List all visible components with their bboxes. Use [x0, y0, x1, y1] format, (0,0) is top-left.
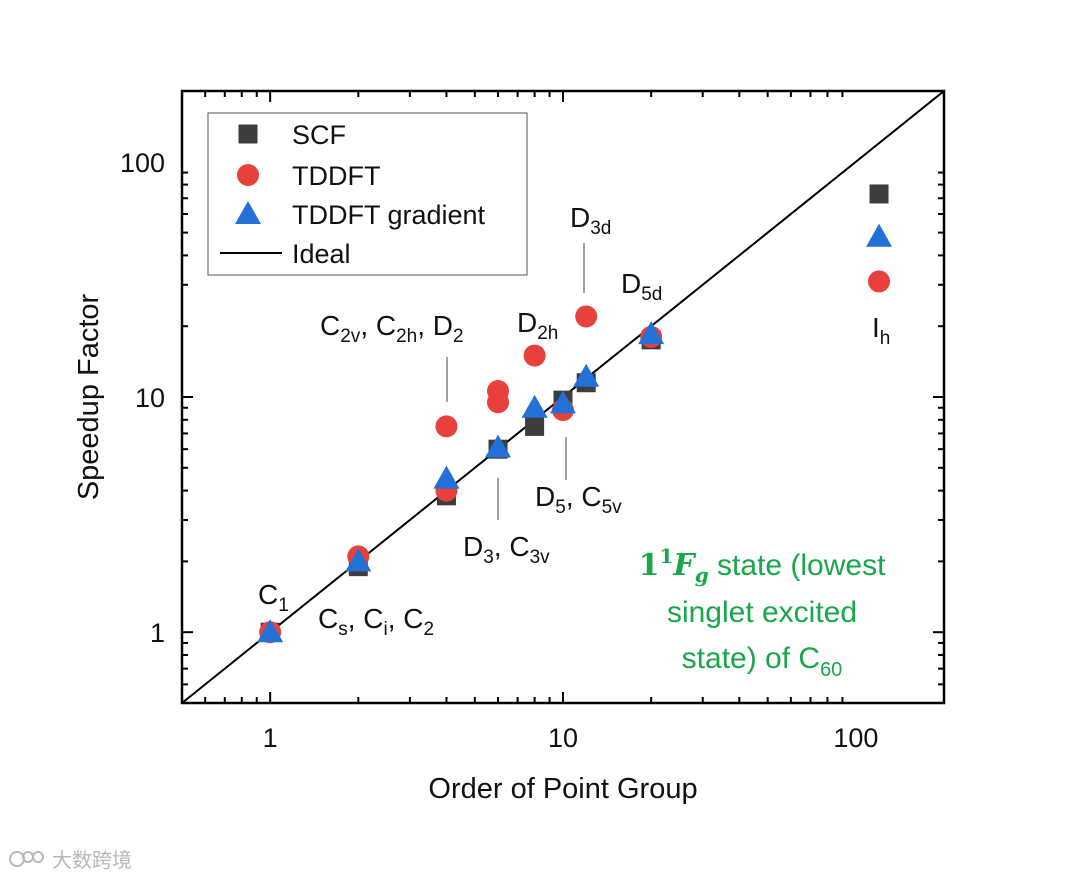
- legend-label: TDDFT: [292, 161, 380, 191]
- legend-label: SCF: [292, 120, 346, 150]
- state-note-line3: state) of C60: [682, 642, 843, 681]
- square-point: [869, 184, 889, 204]
- annotation-d3: D3, C3v: [463, 531, 550, 568]
- legend-label: Ideal: [292, 239, 351, 269]
- circle-point: [435, 415, 458, 438]
- legend: SCF TDDFT TDDFT gradient Ideal: [207, 112, 528, 276]
- triangle-point: [257, 619, 284, 643]
- state-note-line2: singlet excited: [667, 596, 857, 629]
- point-group-annotations: C1 Cs, Ci, C2 C2v, C2h, D2 D3, C3v D2h D5, C5…: [258, 202, 890, 640]
- triangle-point: [345, 548, 372, 572]
- triangle-point: [573, 363, 600, 387]
- triangle-point: [638, 321, 665, 345]
- annotation-leaders: [446, 243, 585, 520]
- legend-square-swatch: [238, 124, 258, 144]
- y-tick-label: 100: [120, 148, 165, 178]
- triangle-point: [433, 465, 460, 489]
- watermark: 大数跨境: [8, 844, 132, 873]
- annotation-d3d: D3d: [570, 202, 611, 239]
- legend-label: TDDFT gradient: [292, 200, 486, 230]
- state-note-line1: 11Fg state (lowest: [639, 544, 886, 587]
- legend-triangle-swatch: [235, 201, 261, 224]
- circle-point: [523, 344, 546, 367]
- x-tick-label: 100: [833, 723, 878, 753]
- x-tick-label: 10: [548, 723, 578, 753]
- y-axis-label: Speedup Factor: [73, 293, 105, 500]
- annotation-d5: D5, C5v: [535, 481, 622, 518]
- circle-point: [575, 305, 598, 328]
- x-tick-label: 1: [263, 723, 278, 753]
- legend-circle-swatch: [237, 164, 259, 186]
- annotation-cs: Cs, Ci, C2: [318, 603, 434, 640]
- axis-ticks: 1 10 100 1 10 100: [120, 91, 944, 753]
- triangle-point: [485, 434, 512, 458]
- circle-point: [487, 380, 510, 403]
- legend-box: [207, 112, 528, 276]
- data-markers: [257, 184, 893, 644]
- triangle-point: [521, 394, 548, 418]
- x-axis-label: Order of Point Group: [428, 773, 697, 805]
- y-tick-label: 10: [135, 383, 165, 413]
- watermark-logo-icon: [9, 850, 44, 867]
- triangle-point: [550, 390, 576, 414]
- circle-point: [868, 270, 891, 293]
- square-point: [525, 416, 545, 436]
- annotation-d5d: D5d: [621, 268, 662, 305]
- annotation-c2v: C2v, C2h, D2: [320, 310, 464, 347]
- annotation-c1: C1: [258, 579, 289, 616]
- triangle-point: [866, 223, 893, 247]
- watermark-text: 大数跨境: [52, 848, 132, 872]
- y-tick-label: 1: [150, 618, 165, 648]
- annotation-d2h: D2h: [517, 307, 558, 344]
- annotation-ih: Ih: [872, 312, 890, 349]
